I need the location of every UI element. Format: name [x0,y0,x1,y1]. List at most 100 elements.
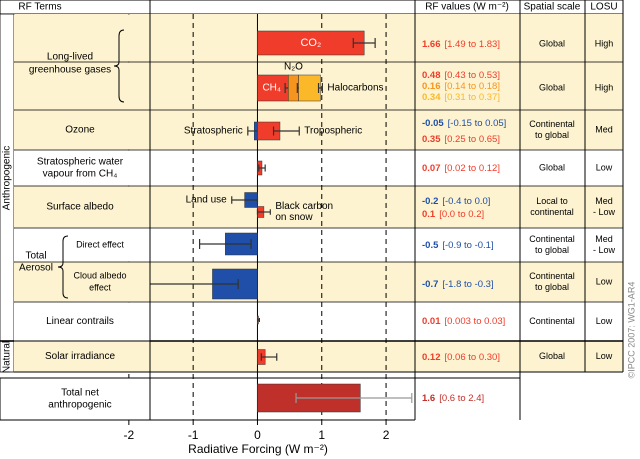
value-text: -0.5 [-0.9 to -0.1] [422,240,494,251]
losu: Low [596,162,613,172]
range: [0.43 to 0.53] [445,70,500,81]
spatial-scale: Continental [529,271,575,281]
header-scale: Spatial scale [524,2,581,13]
losu: Low [596,316,613,326]
group-label: Natural [2,341,13,373]
range: [0.0 to 0.2] [439,209,484,220]
value: 0.07 [422,163,441,174]
value-text: 1.66 [1.49 to 1.83] [422,39,500,50]
value: 0.12 [422,352,441,363]
spatial-scale: to global [535,282,569,292]
range: [1.49 to 1.83] [445,39,500,50]
label-cell [14,262,150,302]
term-label: Solar irradiance [45,351,115,362]
range: [-1.8 to -0.3] [442,279,493,290]
losu: Med [595,124,613,134]
bar-label: Halocarbons [327,83,383,94]
term-label: Total net [61,388,99,399]
label-cell [14,302,150,341]
marks [141,30,413,413]
columns [0,0,624,421]
bar-label: Black carbon [275,201,333,212]
label-cell [14,62,150,110]
value: 1.66 [422,39,441,50]
losu: Low [596,276,613,286]
aerosol-label: Total [25,251,46,262]
losu: Low [596,351,613,361]
range: [0.06 to 0.30] [445,352,500,363]
label-cell [14,186,150,228]
label-cell [14,228,150,262]
aerosol-label: Aerosol [19,263,53,274]
losu: High [595,82,614,92]
range: [0.6 to 2.4] [439,393,484,404]
range: [-0.15 to 0.05] [448,118,507,129]
x-tick-label: -1 [188,428,199,442]
brace [113,29,125,103]
value-text: 0.35 [0.25 to 0.65] [422,134,500,145]
range: [0.14 to 0.18] [445,81,500,92]
spatial-scale: Local to [536,196,568,206]
label-cell [0,378,150,420]
x-axis-title: Radiative Forcing (W m⁻²) [188,442,328,456]
value: 1.6 [422,393,435,404]
x-tick-label: 1 [318,428,325,442]
spatial-scale: Continental [529,316,575,326]
value-text: 0.12 [0.06 to 0.30] [422,352,500,363]
value-text: 0.01 [0.003 to 0.03] [422,316,505,327]
term-label: Linear contrails [46,316,114,327]
value: -0.7 [422,279,438,290]
losu: - Low [593,207,616,217]
bar-label: CO₂ [300,37,321,49]
label-cell [14,110,150,150]
value: 0.16 [422,81,441,92]
value-text: 0.34 [0.31 to 0.37] [422,92,500,103]
term-label: Long-lived [47,52,93,63]
x-tick-label: 0 [254,428,261,442]
term-label: anthropogenic [48,400,111,411]
x-tick-label: 2 [383,428,390,442]
term-label: Stratospheric water [37,157,124,168]
term-label: Cloud albedo [73,270,126,280]
value-text: 0.48 [0.43 to 0.53] [422,70,500,81]
bar [257,30,365,56]
x-tick-label: -2 [124,428,135,442]
header-terms: RF Terms [18,2,61,13]
term-label: Ozone [65,125,95,136]
value-text: 0.1 [0.0 to 0.2] [422,209,484,220]
value: 0.48 [422,70,441,81]
spatial-scale: Continental [529,234,575,244]
bar [257,74,289,102]
term-label: effect [89,282,111,292]
bar-label: CH₄ [262,83,281,94]
range: [0.003 to 0.03] [445,316,506,327]
group-label: Anthropogenic [2,146,13,211]
range: [0.25 to 0.65] [445,134,500,145]
copyright: ©IPCC 2007: WG1-AR4 [626,282,636,379]
spatial-scale: Global [539,351,565,361]
bar-label: Land use [186,195,228,206]
range: [-0.9 to -0.1] [442,240,493,251]
value: -0.2 [422,196,438,207]
bar-label: N₂O [284,62,303,73]
losu: - Low [593,245,616,255]
value: -0.05 [422,118,444,129]
value: 0.01 [422,316,441,327]
label-cell [14,341,150,372]
header-losu: LOSU [590,2,617,13]
label-cell [14,14,150,62]
value: 0.34 [422,92,441,103]
value: 0.1 [422,209,436,220]
losu: Med [595,196,613,206]
value: 0.35 [422,134,441,145]
value-text: 0.16 [0.14 to 0.18] [422,81,500,92]
brace [57,235,69,299]
term-label: Direct effect [76,239,124,249]
value-text: -0.05 [-0.15 to 0.05] [422,118,506,129]
value-text: 0.07 [0.02 to 0.12] [422,163,500,174]
value-text: -0.7 [-1.8 to -0.3] [422,279,494,290]
bar-label: on snow [275,212,313,223]
spatial-scale: continental [530,207,574,217]
term-label: Surface albedo [46,202,114,213]
